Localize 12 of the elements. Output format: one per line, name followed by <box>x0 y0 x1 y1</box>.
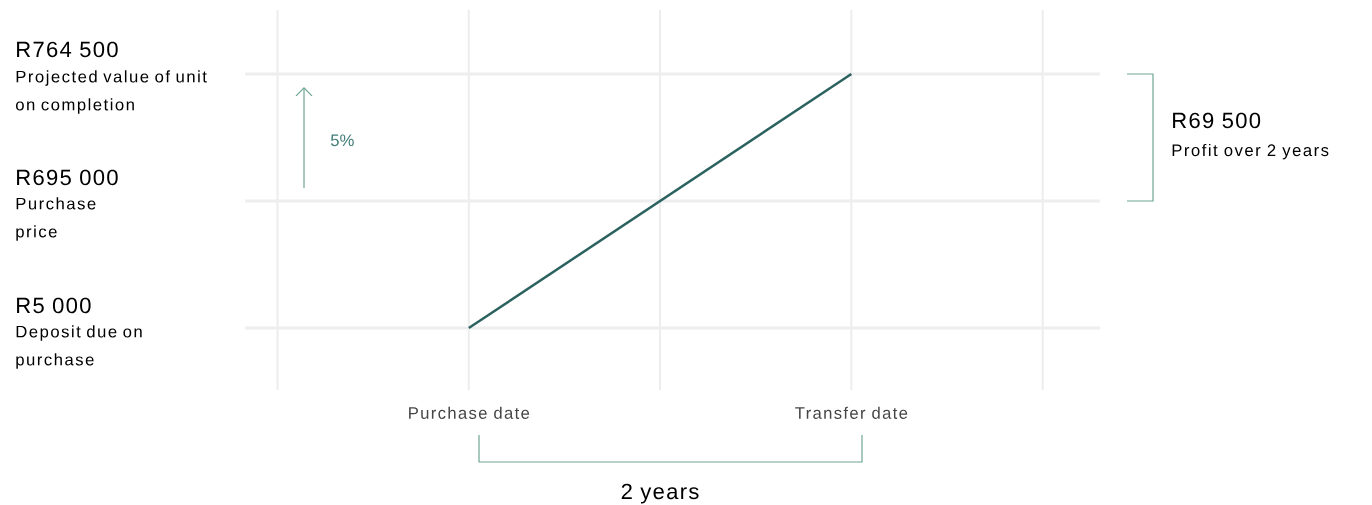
text: R5 000 <box>17 297 91 314</box>
text: R695 000 <box>17 169 118 186</box>
text: Deposit due on purchase <box>16 325 142 369</box>
text: Purchase price <box>16 197 96 241</box>
text: Profit over 2 years <box>1172 143 1329 160</box>
text: R764 500 <box>17 41 118 58</box>
annotation: 5% <box>330 134 354 147</box>
text: 2 years <box>621 483 699 504</box>
text: Projected value of unit on completion <box>15 70 207 114</box>
x-tick-label: Transfer date <box>795 406 908 419</box>
text: R69 500 <box>1173 112 1261 129</box>
x-tick-label: Purchase date <box>409 406 530 419</box>
